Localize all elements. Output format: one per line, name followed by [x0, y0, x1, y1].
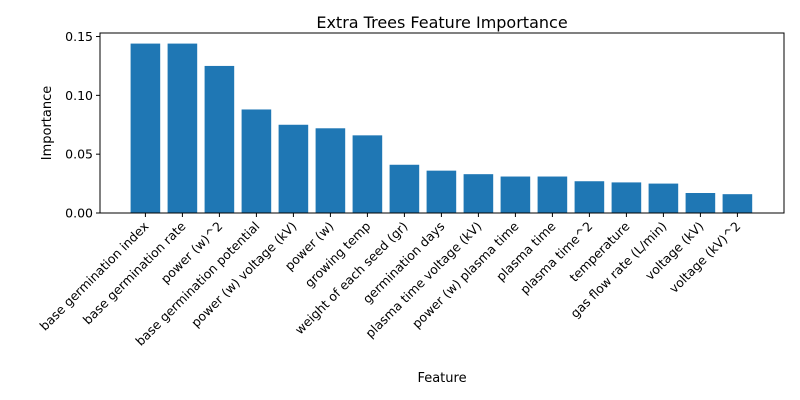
bar-6 — [352, 135, 383, 213]
y-axis-label: Importance — [40, 86, 55, 161]
bars-group — [130, 43, 753, 214]
bar-7 — [389, 164, 420, 213]
bar-0 — [130, 43, 161, 214]
bar-3 — [241, 109, 272, 213]
y-tick-label-3: 0.15 — [65, 29, 93, 44]
bar-15 — [685, 193, 716, 213]
bar-11 — [537, 176, 568, 213]
bar-12 — [574, 181, 605, 213]
bar-14 — [648, 183, 679, 213]
y-axis: 0.00 0.05 0.10 0.15 — [65, 29, 100, 221]
y-tick-label-0: 0.00 — [65, 206, 93, 221]
bar-5 — [315, 128, 346, 213]
bar-2 — [204, 65, 235, 213]
bar-10 — [500, 176, 531, 213]
x-axis-label: Feature — [417, 371, 466, 386]
y-tick-label-1: 0.05 — [65, 147, 93, 162]
chart-title: Extra Trees Feature Importance — [316, 13, 567, 32]
y-tick-label-2: 0.10 — [65, 88, 93, 103]
bar-9 — [463, 174, 494, 213]
bar-1 — [167, 43, 198, 214]
bar-16 — [722, 194, 753, 213]
plot-frame — [99, 32, 785, 214]
bar-8 — [426, 170, 457, 213]
bar-13 — [611, 182, 642, 213]
bar-4 — [278, 124, 309, 213]
